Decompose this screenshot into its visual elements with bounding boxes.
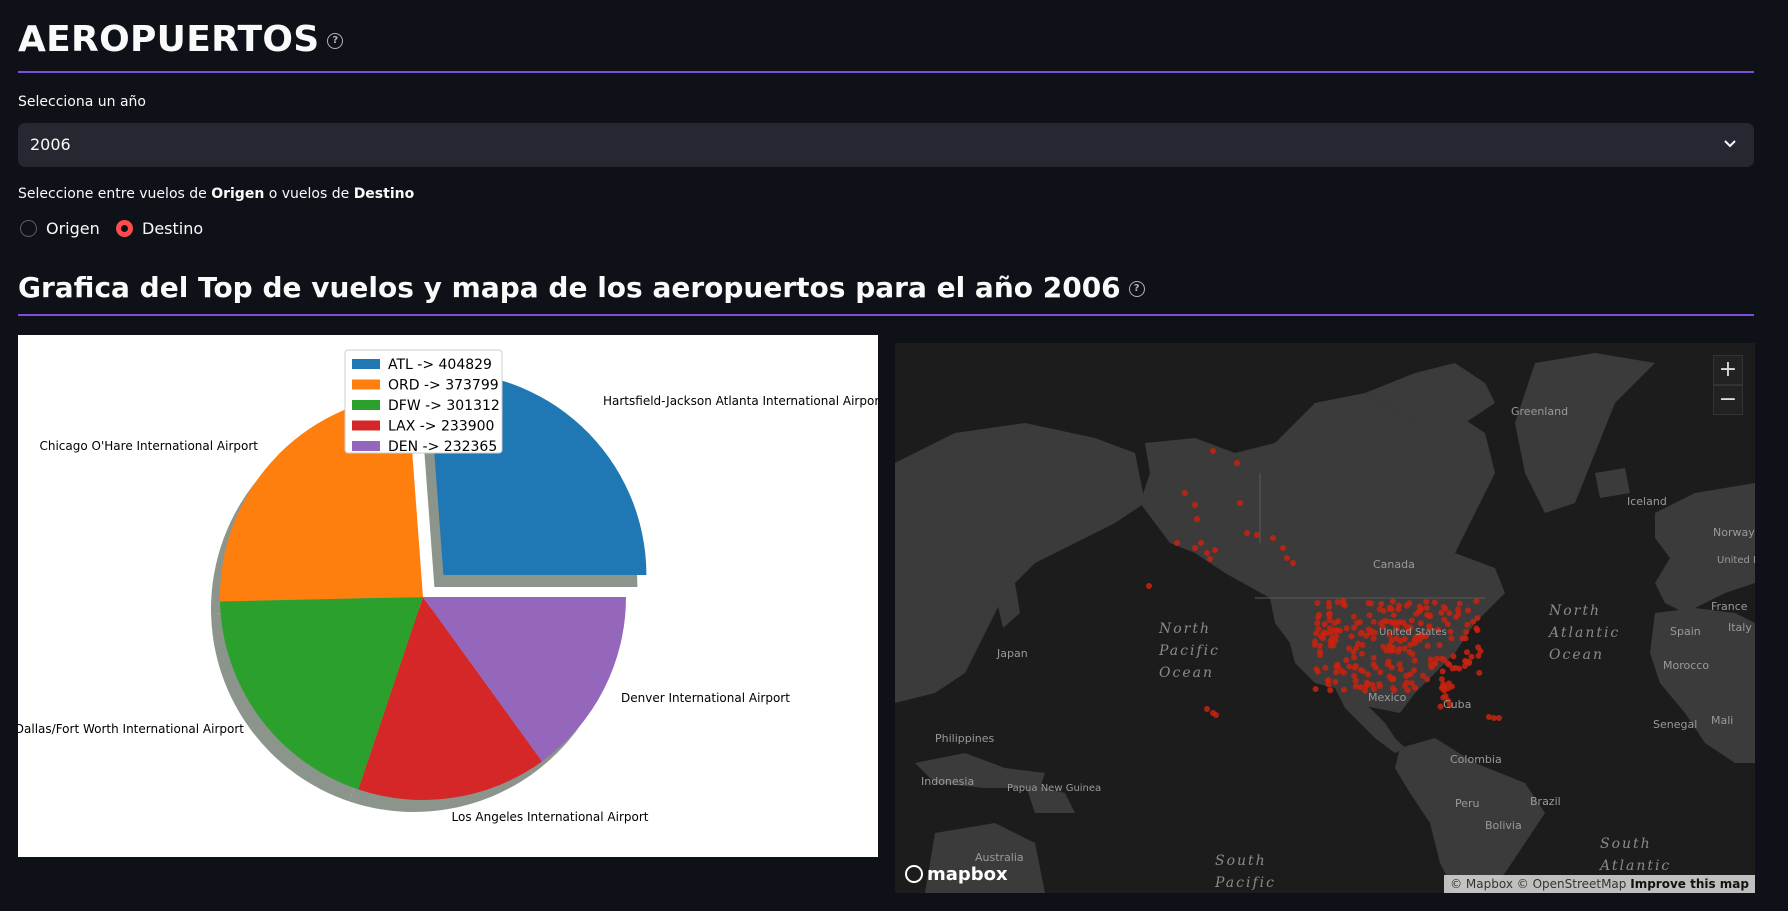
asia-shape — [895, 423, 1145, 703]
legend-swatch — [352, 400, 380, 410]
radio-origen[interactable]: Origen — [18, 218, 108, 242]
map-label-united-kingdom: United Kingdom — [1717, 555, 1755, 566]
greenland-shape — [1515, 353, 1655, 513]
year-select-label: Selecciona un año — [18, 94, 146, 110]
radio-destino-label: Destino — [142, 219, 204, 238]
map-label-brazil: Brazil — [1530, 795, 1561, 808]
zoom-in-button[interactable]: + — [1713, 355, 1743, 385]
central-america-shape — [1335, 688, 1405, 753]
map-label-italy: Italy — [1728, 621, 1752, 634]
page-title: AEROPUERTOS? — [18, 14, 344, 66]
legend-swatch — [352, 359, 380, 369]
north-america-shape — [1140, 393, 1505, 713]
map-label-spain: Spain — [1670, 625, 1701, 638]
map-label-australia: Australia — [975, 851, 1024, 864]
map-label-france: France — [1711, 600, 1748, 613]
map-label-senegal: Senegal — [1653, 718, 1697, 731]
africa-shape — [1650, 608, 1755, 763]
map-label-greenland: Greenland — [1511, 405, 1568, 418]
map-label-south-pacific: South Pacific — [1214, 853, 1276, 891]
map-label-peru: Peru — [1455, 797, 1480, 810]
map-label-canada: Canada — [1373, 558, 1415, 571]
flight-type-label: Seleccione entre vuelos de Origen o vuel… — [18, 186, 415, 202]
radio-origen-circle[interactable] — [20, 220, 37, 237]
map-attribution[interactable]: © Mapbox © OpenStreetMap Improve this ma… — [1444, 875, 1755, 893]
pie-slice-label: Denver International Airport — [621, 691, 790, 705]
legend-swatch — [352, 441, 380, 451]
map-label-mexico: Mexico — [1368, 691, 1407, 704]
help-icon[interactable]: ? — [327, 33, 344, 49]
world-map[interactable]: Greenland Iceland Norway United Kingdom … — [895, 343, 1755, 893]
png-shape — [1025, 783, 1075, 813]
section-heading: Grafica del Top de vuelos y mapa de los … — [18, 268, 1145, 308]
map-label-bolivia: Bolivia — [1485, 819, 1522, 832]
pie-slice — [423, 597, 626, 762]
chart-legend: ATL -> 404829 ORD -> 373799 DFW -> 301312 L… — [344, 349, 503, 455]
map-label-cuba: Cuba — [1443, 698, 1471, 711]
pie-slice — [220, 597, 423, 790]
legend-label: DFW -> 301312 — [388, 398, 500, 414]
legend-label: DEN -> 232365 — [388, 439, 497, 455]
legend-swatch — [352, 420, 380, 431]
mapbox-logo[interactable]: mapbox — [905, 864, 1008, 885]
south-america-shape — [1395, 738, 1545, 893]
arctic-islands-shape — [1365, 363, 1495, 423]
map-label-colombia: Colombia — [1450, 753, 1502, 766]
indonesia-shape — [915, 753, 1045, 788]
map-label-morocco: Morocco — [1663, 659, 1709, 672]
australia-shape — [925, 823, 1045, 893]
map-label-norway: Norway — [1713, 526, 1755, 539]
section-divider — [18, 314, 1754, 316]
iceland-shape — [1595, 468, 1630, 498]
pie-chart-panel: Hartsfield-Jackson Atlanta International… — [15, 335, 884, 857]
airport-points — [1146, 448, 1502, 721]
radio-destino-circle[interactable] — [116, 220, 133, 237]
pie-slice-label: Dallas/Fort Worth International Airport — [18, 722, 244, 736]
help-icon[interactable]: ? — [1128, 281, 1145, 297]
radio-destino[interactable]: Destino — [116, 218, 216, 242]
map-label-indonesia: Indonesia — [921, 775, 974, 788]
pie-chart: Hartsfield-Jackson Atlanta International… — [15, 349, 884, 824]
japan-shape — [995, 583, 1020, 628]
year-select[interactable]: 2006 — [18, 123, 1754, 167]
map-label-north-atlantic: North Atlantic Ocean — [1547, 603, 1620, 663]
radio-origen-label: Origen — [46, 219, 100, 238]
map-label-png: Papua New Guinea — [1007, 783, 1101, 794]
legend-swatch — [352, 379, 380, 390]
legend-label: LAX -> 233900 — [388, 419, 494, 435]
legend-label: ATL -> 404829 — [388, 357, 492, 373]
title-divider — [18, 71, 1754, 73]
legend-label: ORD -> 373799 — [388, 378, 499, 394]
pie-slice-label: Los Angeles International Airport — [452, 810, 649, 824]
map-label-iceland: Iceland — [1627, 495, 1667, 508]
pie-slice-label: Hartsfield-Jackson Atlanta International… — [603, 394, 878, 408]
mapbox-logo-icon — [905, 865, 923, 883]
pie-slice — [358, 597, 543, 800]
map-label-north-pacific: North Pacific Ocean — [1158, 621, 1220, 681]
map-label-japan: Japan — [996, 647, 1028, 660]
pie-slice-label: Chicago O'Hare International Airport — [39, 439, 258, 453]
map-label-mali: Mali — [1711, 714, 1733, 727]
zoom-out-button[interactable]: − — [1713, 385, 1743, 415]
map-label-south-atlantic: South Atlantic — [1598, 836, 1671, 874]
uk-shape — [1665, 508, 1690, 553]
map-label-united-states: United States — [1379, 627, 1447, 638]
year-select-value: 2006 — [30, 135, 71, 154]
airport-map[interactable]: Greenland Iceland Norway United Kingdom … — [895, 343, 1755, 893]
map-label-philippines: Philippines — [935, 732, 995, 745]
chevron-down-icon — [1724, 140, 1736, 148]
